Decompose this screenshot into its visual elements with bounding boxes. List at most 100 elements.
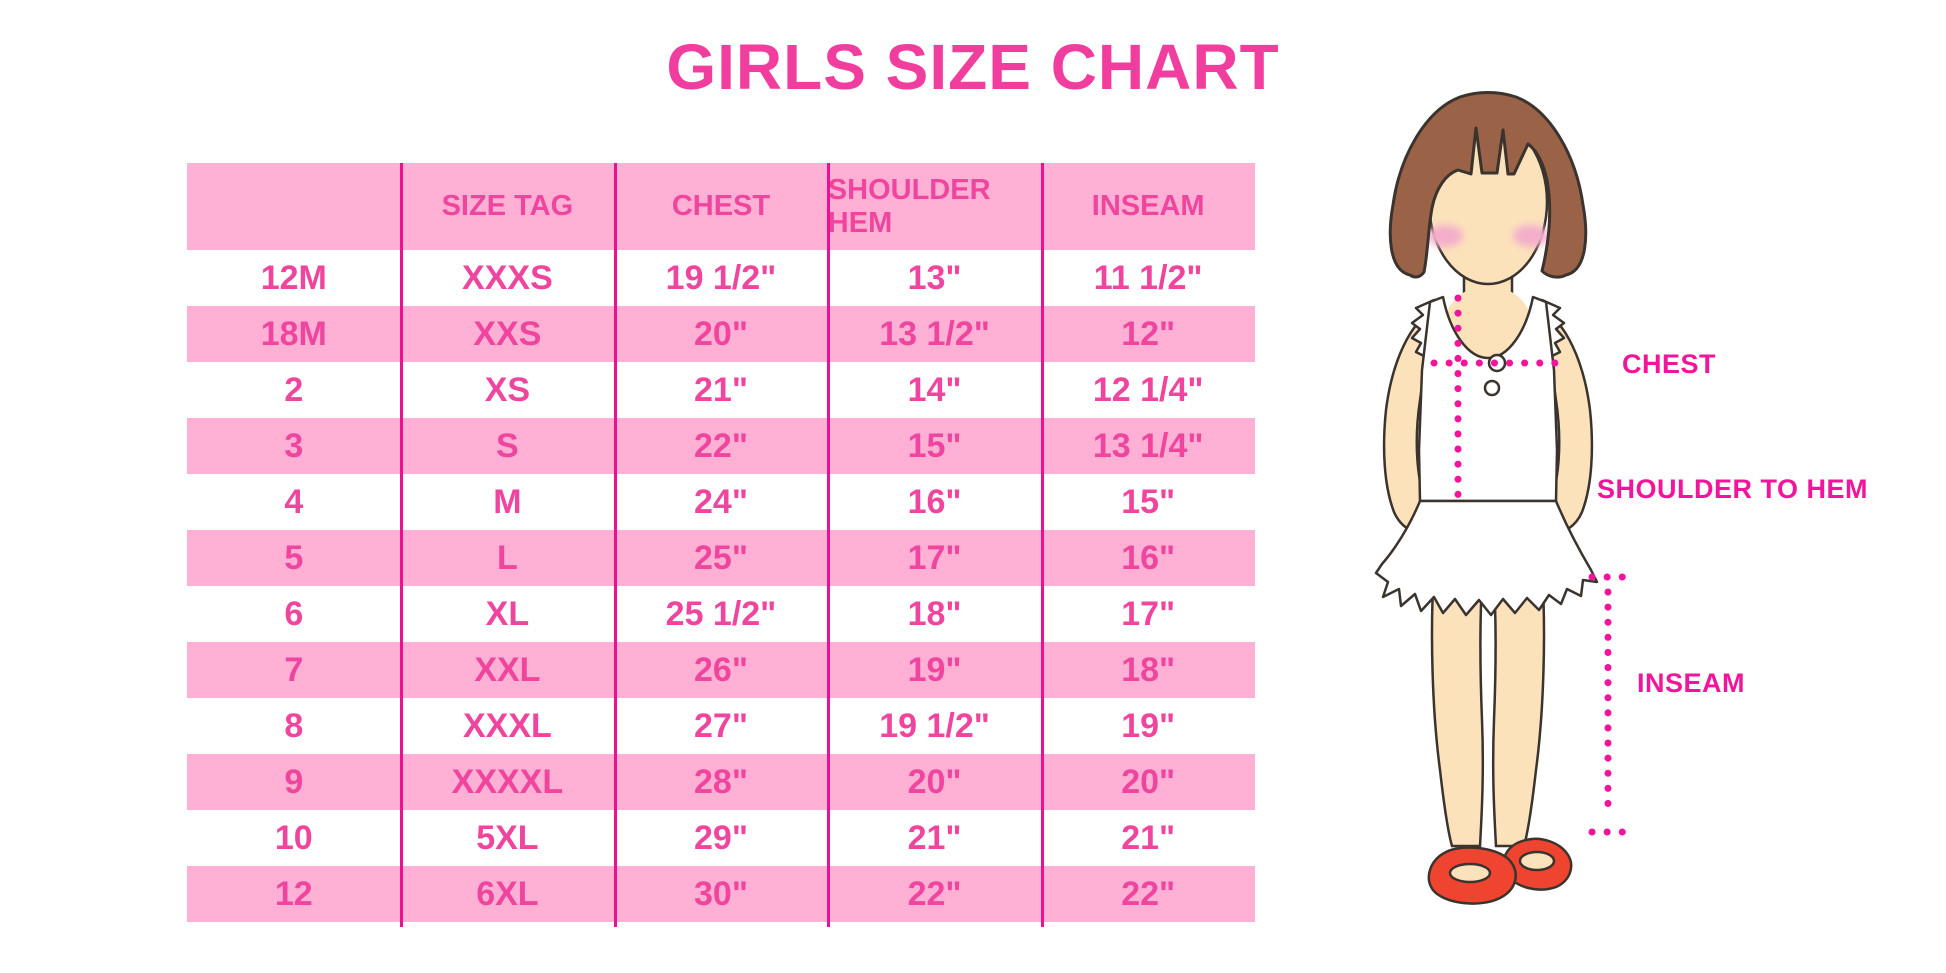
- table-cell: XXL: [474, 650, 541, 689]
- table-row: 7 XXL 26" 19" 18": [187, 642, 1255, 698]
- table-cell: XXS: [473, 314, 542, 353]
- table-cell: 12": [1121, 314, 1176, 353]
- table-cell: 20": [1121, 762, 1176, 801]
- inseam-label: INSEAM: [1637, 668, 1745, 698]
- table-cell: 19 1/2": [879, 706, 990, 745]
- column-header-chest: CHEST: [671, 190, 771, 222]
- table-row: 5 L 25" 17" 16": [187, 530, 1255, 586]
- table-cell: 21": [694, 370, 748, 409]
- table-row: 10 5XL 29" 21" 21": [187, 810, 1255, 866]
- table-cell: 13 1/4": [1092, 426, 1204, 465]
- blush-right: [1513, 225, 1549, 247]
- table-row: 9 XXXXL 28" 20" 20": [187, 754, 1255, 810]
- table-row: 18M XXS 20" 13 1/2" 12": [187, 306, 1255, 362]
- table-row: 3 S 22" 15" 13 1/4": [187, 418, 1255, 474]
- table-cell: 4: [284, 482, 304, 521]
- table-cell: 22": [694, 426, 748, 465]
- table-cell: 12: [274, 874, 313, 913]
- girl-blouse: [1410, 295, 1566, 503]
- column-header-blank: [187, 163, 401, 250]
- page-title: GIRLS SIZE CHART: [666, 31, 1280, 103]
- table-cell: 3: [284, 426, 304, 465]
- table-row: 12 6XL 30" 22" 22": [187, 866, 1255, 922]
- table-cell: XL: [485, 594, 530, 633]
- measurement-diagram: CHEST SHOULDER TO HEM INSEAM: [1374, 91, 1868, 905]
- table-cell: 25": [694, 538, 748, 577]
- table-cell: 22": [907, 874, 962, 913]
- table-cell: 26": [694, 650, 748, 689]
- column-divider: [614, 163, 617, 927]
- table-cell: 17": [907, 538, 962, 577]
- button-bottom: [1483, 379, 1501, 397]
- table-cell: 19 1/2": [665, 258, 777, 297]
- table-cell: 11 1/2": [1093, 258, 1203, 297]
- column-header-inseam: INSEAM: [1091, 190, 1205, 222]
- table-cell: XXXXL: [451, 762, 564, 801]
- table-cell: 12M: [260, 258, 327, 297]
- chest-label: CHEST: [1622, 349, 1716, 379]
- table-row: 8 XXXL 27" 19 1/2" 19": [187, 698, 1255, 754]
- table-cell: 16": [1121, 538, 1176, 577]
- table-row: 12M XXXS 19 1/2" 13" 11 1/2": [187, 250, 1255, 306]
- table-cell: 8: [284, 706, 304, 745]
- table-cell: XXXL: [462, 706, 552, 745]
- column-divider: [1041, 163, 1044, 927]
- table-row: 6 XL 25 1/2" 18" 17": [187, 586, 1255, 642]
- table-cell: 25 1/2": [665, 594, 777, 633]
- column-divider: [827, 163, 830, 927]
- table-cell: 7: [284, 650, 304, 689]
- table-cell: 17": [1121, 594, 1176, 633]
- measurement-lines: [1430, 294, 1631, 836]
- table-cell: 12 1/4": [1092, 370, 1204, 409]
- table-cell: 20": [907, 762, 962, 801]
- column-header-shoulder-hem: SHOULDER HEM: [827, 173, 991, 239]
- table-cell: 2: [284, 370, 304, 409]
- girl-hair: [1388, 91, 1588, 279]
- table-cell: 15": [1121, 482, 1176, 521]
- table-cell: 18M: [260, 314, 327, 353]
- table-cell: 19": [907, 650, 962, 689]
- table-cell: 14": [907, 370, 962, 409]
- table-header-row: SIZE TAG CHEST SHOULDER HEM INSEAM: [187, 163, 1255, 250]
- column-header-size-tag: SIZE TAG: [441, 190, 574, 222]
- table-cell: 18": [907, 594, 962, 633]
- table-cell: 16": [907, 482, 962, 521]
- table-cell: 22": [1121, 874, 1176, 913]
- table-cell: L: [497, 538, 518, 577]
- table-row: 2 XS 21" 14" 12 1/4": [187, 362, 1255, 418]
- table-cell: XS: [484, 370, 531, 409]
- blush-left: [1427, 225, 1463, 247]
- table-cell: 29": [694, 818, 748, 857]
- table-cell: 21": [907, 818, 962, 857]
- table-cell: 9: [284, 762, 304, 801]
- table-cell: XXXS: [462, 258, 553, 297]
- table-cell: 18": [1121, 650, 1176, 689]
- girl-skirt: [1374, 499, 1599, 617]
- size-table-body: 12M XXXS 19 1/2" 13" 11 1/2" 18M XXS 20" 13 1/2"…: [187, 250, 1255, 922]
- table-cell: 6: [284, 594, 304, 633]
- table-cell: 15": [907, 426, 962, 465]
- shoulder-to-hem-label: SHOULDER TO HEM: [1597, 474, 1868, 504]
- table-cell: 13": [907, 258, 962, 297]
- table-cell: 10: [274, 818, 313, 857]
- table-row: 4 M 24" 16" 15": [187, 474, 1255, 530]
- table-cell: M: [493, 482, 522, 521]
- table-cell: 19": [1121, 706, 1176, 745]
- girl-chest-skin: [1445, 286, 1531, 360]
- table-cell: 13 1/2": [879, 314, 990, 353]
- table-cell: 5: [284, 538, 304, 577]
- table-cell: 27": [694, 706, 748, 745]
- table-cell: 24": [694, 482, 748, 521]
- size-table: SIZE TAG CHEST SHOULDER HEM INSEAM 12M XX…: [187, 163, 1255, 927]
- girl-shoes: [1427, 837, 1573, 905]
- table-cell: 6XL: [476, 874, 539, 913]
- table-cell: 30": [694, 874, 748, 913]
- column-divider: [400, 163, 403, 927]
- table-cell: 20": [694, 314, 748, 353]
- girl-legs: [1430, 568, 1546, 848]
- table-cell: 21": [1121, 818, 1176, 857]
- table-cell: 28": [694, 762, 748, 801]
- table-cell: 5XL: [476, 818, 539, 857]
- table-cell: S: [496, 426, 519, 465]
